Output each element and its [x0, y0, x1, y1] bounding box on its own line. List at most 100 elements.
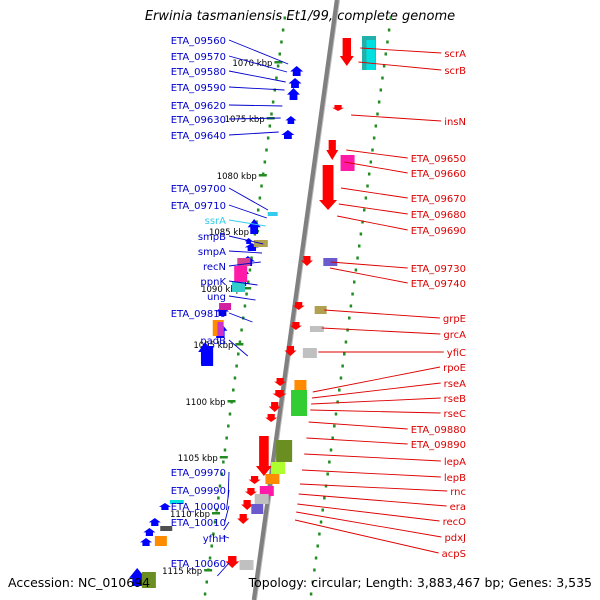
gene-block	[160, 526, 173, 531]
reverse-gene-arrow	[248, 476, 261, 484]
right-ruler-tick	[362, 208, 366, 212]
left-ruler-tick	[280, 40, 283, 44]
leader-line-right	[360, 47, 442, 54]
leader-line-left	[226, 489, 230, 511]
left-ruler-tick	[281, 28, 285, 32]
gene-block	[259, 486, 274, 496]
leader-line-right	[294, 519, 439, 554]
left-ruler-tick	[275, 76, 278, 80]
gene-label-right: lepB	[444, 473, 466, 484]
forward-gene-arrow	[129, 568, 146, 586]
leader-line-left	[216, 562, 230, 577]
reverse-gene-arrow	[292, 302, 305, 310]
right-ruler-tick	[357, 244, 361, 248]
reverse-gene-arrow	[255, 436, 272, 476]
gene-label-left: ETA_09570	[171, 52, 226, 63]
gene-block	[291, 390, 308, 416]
right-ruler-tick	[324, 484, 328, 488]
right-ruler-tick	[354, 268, 358, 272]
forward-gene-arrow	[140, 538, 153, 546]
gene-label-right: rpoE	[443, 363, 466, 374]
left-ruler-tick	[246, 280, 250, 284]
reverse-gene-arrow	[237, 514, 250, 524]
scale-major-tick	[227, 400, 236, 403]
left-ruler-tick	[283, 16, 287, 20]
forward-gene-arrow	[215, 306, 229, 316]
leader-line-right	[304, 453, 441, 462]
reverse-gene-arrow	[268, 402, 281, 412]
leader-line-left	[228, 117, 281, 120]
left-ruler-tick	[223, 448, 227, 452]
leader-line-left	[228, 339, 249, 357]
gene-label-left: ETA_09640	[171, 131, 226, 142]
gene-block	[265, 474, 280, 484]
leader-line-left	[228, 86, 285, 91]
gene-label-left: ETA_09590	[171, 83, 226, 94]
gene-block	[254, 494, 269, 504]
right-ruler-tick	[359, 232, 363, 236]
forward-gene-arrow	[286, 88, 300, 100]
gene-label-right: rseB	[444, 394, 466, 405]
gene-label-right: grcA	[443, 330, 466, 341]
gene-block	[323, 258, 338, 266]
right-ruler-tick	[366, 184, 369, 188]
leader-line-left	[228, 104, 283, 107]
genome-title: Erwinia tasmaniensis Et1/99, complete ge…	[144, 9, 456, 24]
leader-line-right	[344, 161, 408, 174]
gene-label-left: yfhH	[203, 534, 226, 545]
right-ruler-tick	[328, 460, 331, 464]
right-ruler-tick	[346, 328, 349, 332]
leader-line-left	[228, 70, 286, 83]
right-ruler-tick	[329, 448, 333, 452]
reverse-gene-arrow	[274, 378, 287, 386]
forward-gene-arrow	[158, 503, 171, 510]
scale-major-tick	[212, 512, 221, 515]
right-ruler-tick	[313, 568, 316, 572]
left-ruler-tick	[260, 184, 263, 188]
leader-line-left	[228, 131, 279, 136]
genome-backbone	[251, 0, 340, 600]
leader-line-left	[228, 39, 289, 65]
left-ruler-tick	[270, 112, 273, 116]
right-ruler-tick	[309, 592, 313, 596]
leader-line-left	[228, 219, 266, 227]
gene-label-left: ETA_10010	[171, 518, 226, 529]
reverse-gene-arrow	[326, 140, 339, 160]
leader-line-left	[228, 312, 253, 323]
gene-block	[234, 266, 248, 282]
gene-block	[302, 348, 317, 358]
gene-block	[340, 155, 355, 171]
forward-gene-arrow	[290, 66, 304, 76]
scale-label: 1085 kbp	[209, 228, 249, 238]
right-ruler-tick	[351, 292, 354, 296]
left-ruler-tick	[268, 124, 272, 128]
right-ruler-tick	[314, 556, 318, 560]
left-ruler-tick	[250, 256, 253, 260]
leader-line-right	[311, 382, 441, 399]
left-ruler-tick	[208, 556, 212, 560]
right-ruler-tick	[344, 340, 348, 344]
leader-line-right	[338, 203, 408, 215]
leader-line-left	[228, 261, 261, 267]
right-ruler-tick	[316, 544, 319, 548]
leader-line-left	[228, 55, 288, 73]
right-ruler-tick	[341, 364, 344, 368]
leader-line-right	[321, 327, 441, 335]
topology-label: Topology: circular; Length: 3,883,467 bp…	[248, 575, 592, 590]
gene-block	[314, 306, 327, 314]
left-ruler-tick	[271, 100, 275, 104]
scale-major-tick	[204, 569, 213, 572]
label-leaders	[216, 39, 448, 577]
left-ruler-tick	[256, 208, 260, 212]
gene-label-left: ETA_09630	[171, 115, 226, 126]
gene-block	[231, 282, 245, 292]
gene-label-right: ETA_09740	[411, 279, 466, 290]
gene-label-right: scrB	[444, 66, 466, 77]
gene-label-right: ETA_09690	[411, 226, 466, 237]
forward-gene-arrow	[285, 116, 297, 124]
right-ruler-tick	[386, 40, 389, 44]
reverse-gene-arrow	[265, 414, 278, 422]
left-ruler-tick	[213, 520, 217, 524]
right-ruler-tick	[369, 160, 373, 164]
